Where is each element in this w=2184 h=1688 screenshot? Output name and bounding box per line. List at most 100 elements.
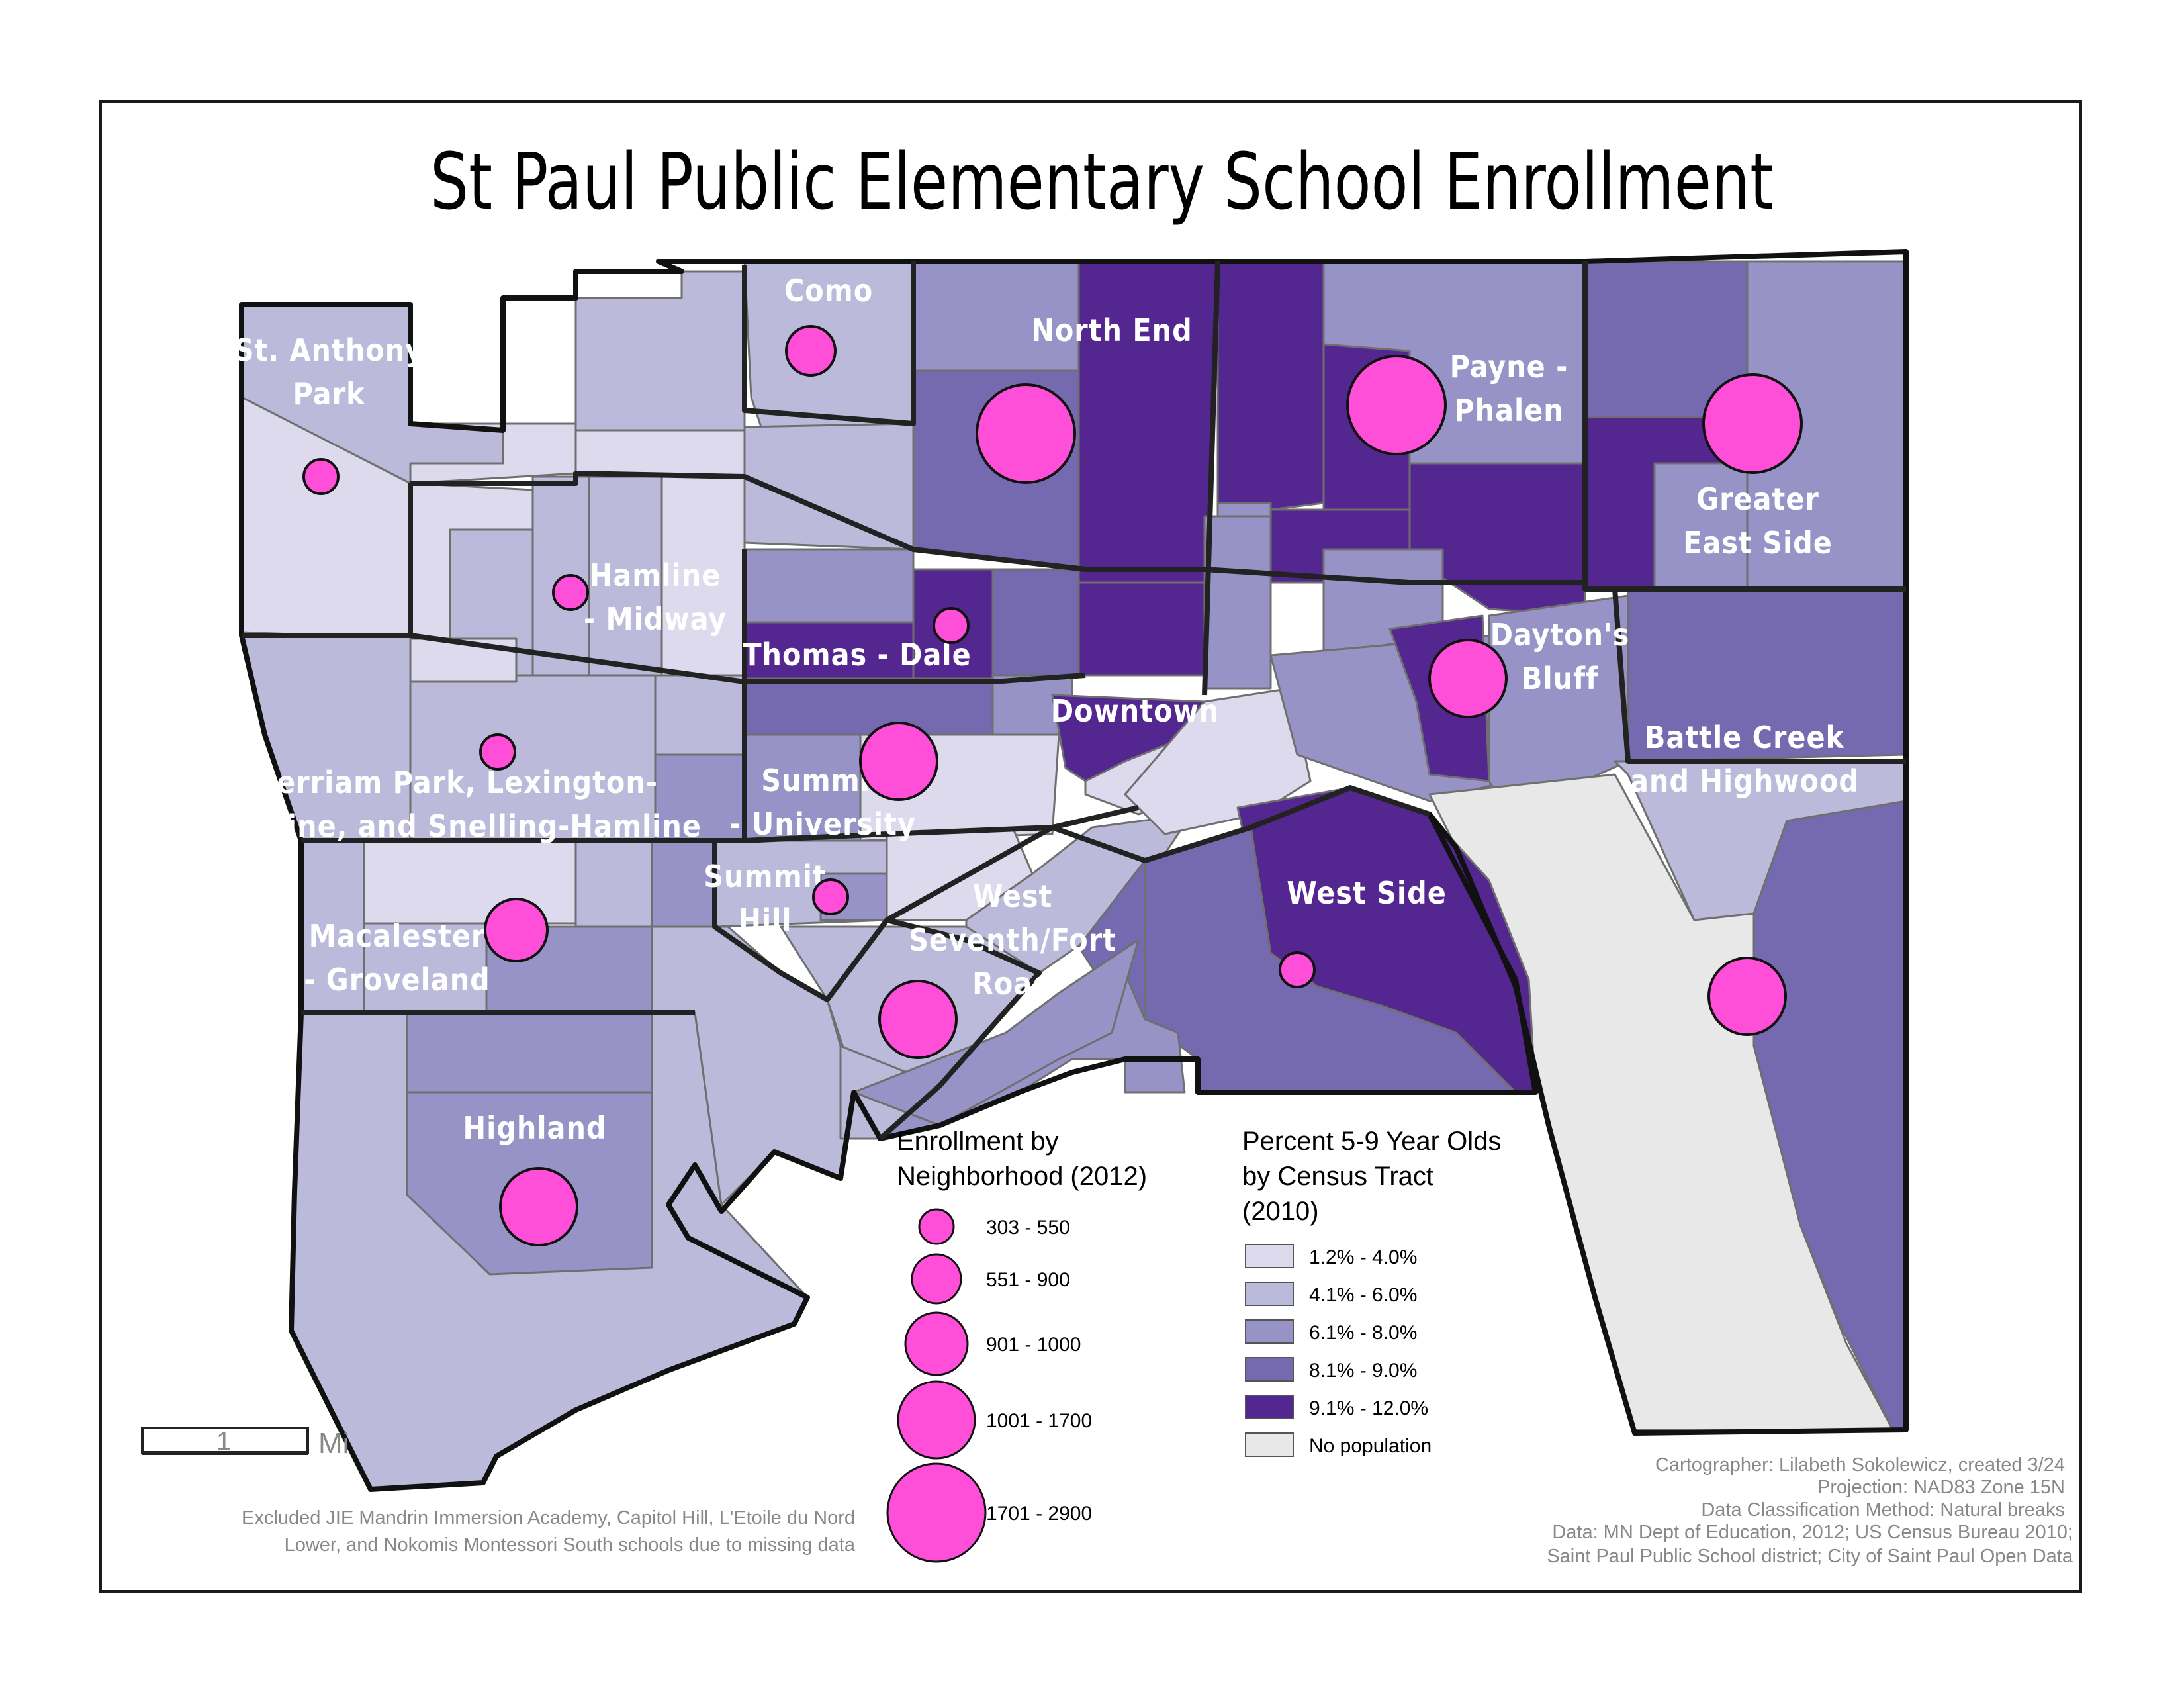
neighborhood-label-line: - Midway: [584, 601, 727, 637]
neighborhood-label-line: Downtown: [1051, 693, 1219, 729]
note-line-1: Excluded JIE Mandrin Immersion Academy, …: [242, 1507, 855, 1528]
census-tracts: [240, 260, 1907, 1491]
neighborhood-label: West Side: [1287, 875, 1447, 911]
enrollment-symbol: [302, 458, 340, 495]
enrollment-symbol: [1428, 639, 1508, 718]
enrollment-symbol: [499, 1167, 578, 1246]
credits-line-5: Saint Paul Public School district; City …: [1547, 1546, 2073, 1567]
neighborhood-label: Greater East Side: [1683, 481, 1833, 561]
tract-highland-north: [406, 1011, 653, 1094]
neighborhood-label-line: Highland: [463, 1110, 606, 1146]
enrollment-legend-title-line-2: Neighborhood (2012): [897, 1162, 1147, 1191]
enrollment-symbol: [933, 607, 970, 644]
neighborhood-label: Payne - Phalen: [1450, 349, 1569, 428]
neighborhood-label-line: Battle Creek: [1645, 720, 1845, 755]
neighborhood-label-line: Hamline: [590, 557, 721, 593]
boundary-w7: [712, 825, 1054, 1002]
enrollment-legend-symbol: [897, 1380, 976, 1460]
city-boundary: [239, 249, 1909, 1492]
tract-legend-label: No population: [1309, 1435, 1432, 1457]
neighborhood-label-line: East Side: [1683, 525, 1833, 561]
neighborhood-label: Dayton's Bluff: [1490, 617, 1630, 696]
enrollment-symbol: [785, 325, 837, 377]
neighborhood-label-line: West Side: [1287, 875, 1447, 911]
tract-legend-swatch: [1245, 1395, 1294, 1419]
enrollment-legend-symbol: [886, 1462, 987, 1563]
neighborhood-label-line: Summit: [704, 859, 827, 894]
enrollment-legend-symbol: [904, 1311, 969, 1376]
tract-hamline-m2: [531, 475, 590, 677]
neighborhood-label-line: Bluff: [1522, 661, 1598, 696]
neighborhood-label-line: Park: [293, 376, 365, 412]
map-credits: Cartographer: Lilabeth Sokolewicz, creat…: [1547, 1454, 2073, 1567]
tract-merriam-n: [409, 637, 518, 683]
enrollment-symbol: [1346, 355, 1447, 455]
boundary-como: [742, 261, 916, 426]
enrollment-legend-label: 1701 - 2900: [986, 1503, 1092, 1524]
neighborhood-label-line: Hamline, and Snelling-Hamline: [205, 808, 702, 844]
neighborhood-label-line: Phalen: [1454, 393, 1563, 428]
boundary-north-end: [1202, 261, 1220, 696]
neighborhood-label: Summit Hill: [704, 859, 827, 938]
tract-macalester-a: [363, 839, 577, 925]
tract-thomas-dale-w: [743, 548, 915, 624]
neighborhood-label: Merriam Park, Lexington- Hamline, and Sne…: [205, 765, 702, 844]
boundary-w7-river: [878, 917, 1042, 1141]
tract-merriam-e2: [654, 674, 746, 756]
neighborhood-label: Highland: [463, 1110, 606, 1146]
enrollment-legend-label: 1001 - 1700: [986, 1410, 1092, 1432]
enrollment-symbol: [976, 383, 1076, 484]
enrollment-symbol: [1707, 957, 1787, 1036]
enrollment-symbol: [1279, 951, 1316, 988]
neighborhood-label-line: Macalester: [309, 918, 486, 954]
tract-legend-label: 1.2% - 4.0%: [1309, 1246, 1417, 1268]
tract-legend-swatch: [1245, 1432, 1294, 1457]
neighborhood-label: St. Anthony Park: [234, 332, 424, 412]
map-title: St Paul Public Elementary School Enrollm…: [430, 136, 1774, 227]
data-note: Excluded JIE Mandrin Immersion Academy, …: [242, 1507, 856, 1556]
tract-legend: Percent 5-9 Year Olds by Census Tract (2…: [1242, 1127, 1501, 1457]
neighborhood-label-line: - University: [729, 806, 916, 842]
enrollment-legend: Enrollment by Neighborhood (2012) 303 - …: [886, 1127, 1147, 1563]
enrollment-legend-label: 303 - 550: [986, 1217, 1070, 1239]
enrollment-legend-symbol: [911, 1253, 962, 1305]
tract-daytons-b: [1203, 515, 1272, 690]
enrollment-legend-label: 551 - 900: [986, 1269, 1070, 1291]
neighborhood-label: Como: [784, 273, 873, 308]
neighborhood-label-line: Hill: [738, 902, 792, 938]
boundary-westside: [1051, 785, 1431, 863]
tract-legend-swatch: [1245, 1357, 1294, 1382]
neighborhood-label-line: - Groveland: [304, 962, 490, 998]
neighborhood-label: Macalester - Groveland: [304, 918, 490, 998]
enrollment-symbols: [302, 325, 1803, 1246]
tract-payne-a: [1216, 260, 1325, 518]
credits-line-2: Projection: NAD83 Zone 15N: [1817, 1477, 2065, 1498]
neighborhood-label: Battle Creek and Highwood: [1630, 720, 1859, 799]
tract-legend-label: 9.1% - 12.0%: [1309, 1397, 1428, 1419]
scale-bar-unit: Mi: [318, 1427, 349, 1460]
tract-macalester-b: [574, 839, 653, 928]
enrollment-legend-symbol: [918, 1208, 955, 1245]
neighborhood-label-line: and Highwood: [1630, 763, 1859, 799]
enrollment-symbol: [1702, 373, 1803, 474]
neighborhood-label-line: Greater: [1696, 481, 1819, 517]
neighborhood-label-line: Seventh/Fort: [909, 922, 1116, 958]
neighborhood-label-line: West: [973, 878, 1053, 914]
map-frame: [99, 100, 2082, 1593]
tract-legend-title-line-2: by Census Tract: [1242, 1162, 1433, 1191]
tract-legend-swatch: [1245, 1282, 1294, 1306]
credits-line-1: Cartographer: Lilabeth Sokolewicz, creat…: [1655, 1454, 2065, 1476]
neighborhood-label-line: Como: [784, 273, 873, 308]
credits-line-4: Data: MN Dept of Education, 2012; US Cen…: [1552, 1522, 2073, 1543]
neighborhood-label: Downtown: [1051, 693, 1219, 729]
tract-legend-swatch: [1245, 1244, 1294, 1268]
neighborhood-label-line: St. Anthony: [234, 332, 424, 368]
neighborhood-label: North End: [1031, 312, 1193, 348]
tract-summit-univ-a: [743, 677, 994, 736]
neighborhood-label-line: Dayton's: [1490, 617, 1630, 653]
boundary-merriam-s: [301, 805, 1139, 843]
enrollment-symbol: [552, 574, 589, 611]
enrollment-legend-title-line-1: Enrollment by: [897, 1127, 1059, 1156]
neighborhood-label: Hamline - Midway: [584, 557, 727, 637]
